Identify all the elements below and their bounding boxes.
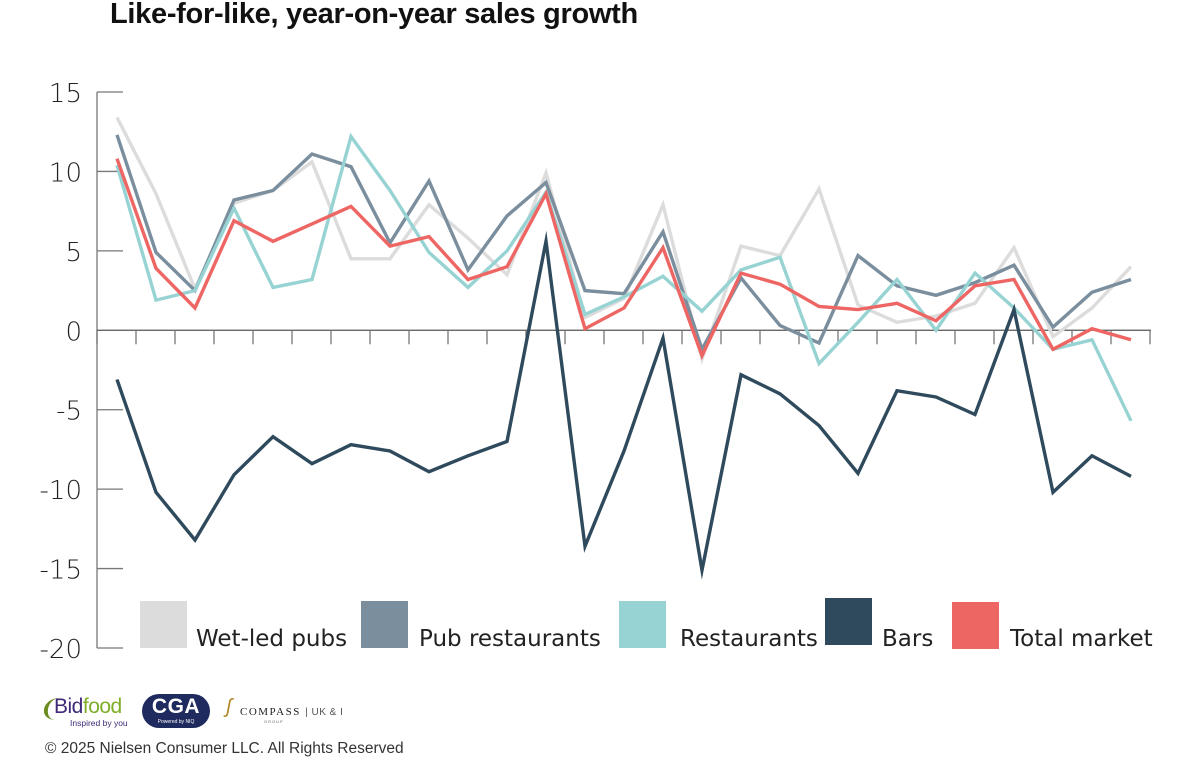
y-tick-label: 5 (65, 238, 82, 268)
cga-tagline: Powered by NIQ (157, 719, 195, 725)
legend-label: Total market (1009, 626, 1153, 652)
compass-region: | UK & I (305, 707, 344, 718)
series-line-restaurants (115, 132, 1133, 422)
legend-swatch (952, 602, 999, 649)
y-axis: 15 10 5 0 -5 -10 -15 -20 (40, 79, 123, 665)
y-tick-label: 0 (65, 317, 82, 347)
y-tick-label: -20 (40, 635, 82, 665)
series-line-total-market (115, 158, 1132, 361)
legend-label: Bars (882, 626, 933, 652)
legend-item-total-market: Total market (952, 602, 1153, 652)
legend-item-pub-restaurants: Pub restaurants (361, 601, 601, 652)
legend-label: Wet-led pubs (196, 626, 347, 652)
bidfood-name-food: food (82, 695, 122, 718)
compass-name: COMPASS (240, 706, 301, 718)
compass-wordmark: COMPASS | UK & I (240, 706, 343, 718)
y-tick-label: 15 (49, 79, 82, 109)
compass-logo: ʃ COMPASS | UK & I GROUP (226, 694, 366, 728)
bidfood-logo: Bidfood Inspired by you (42, 694, 132, 728)
y-tick-label: 10 (49, 158, 82, 188)
chart-title: Like-for-like, year-on-year sales growth (110, 0, 638, 30)
legend-swatch (619, 601, 666, 648)
y-tick-label: -10 (40, 476, 82, 506)
cga-logo: CGA Powered by NIQ (142, 694, 210, 728)
copyright-notice: © 2025 Nielsen Consumer LLC. All Rights … (45, 740, 404, 757)
series-line-bars (115, 230, 1132, 580)
compass-figure-icon: ʃ (226, 696, 232, 718)
bidfood-tagline: Inspired by you (70, 718, 128, 728)
legend-item-bars: Bars (825, 598, 933, 652)
legend-swatch (825, 598, 872, 645)
legend-label: Pub restaurants (419, 626, 601, 652)
bidfood-wordmark: Bidfood (54, 695, 122, 719)
y-tick-label: -15 (40, 556, 82, 586)
compass-group-label: GROUP (264, 719, 284, 724)
x-axis (96, 329, 1151, 345)
partner-logos: Bidfood Inspired by you CGA Powered by N… (42, 694, 362, 730)
legend-item-wet-led-pubs: Wet-led pubs (140, 601, 347, 652)
series-line-pub-restaurants (115, 134, 1132, 354)
legend-swatch (140, 601, 187, 648)
legend-swatch (361, 601, 408, 648)
y-tick-label: -5 (56, 397, 82, 427)
legend-item-restaurants: Restaurants (619, 601, 818, 652)
legend: Wet-led pubs Pub restaurants Restaurants Ba… (140, 598, 1153, 652)
bidfood-name-bid: Bid (54, 695, 83, 718)
series-lines (115, 116, 1133, 580)
legend-label: Restaurants (680, 626, 818, 652)
cga-wordmark: CGA (151, 695, 201, 718)
